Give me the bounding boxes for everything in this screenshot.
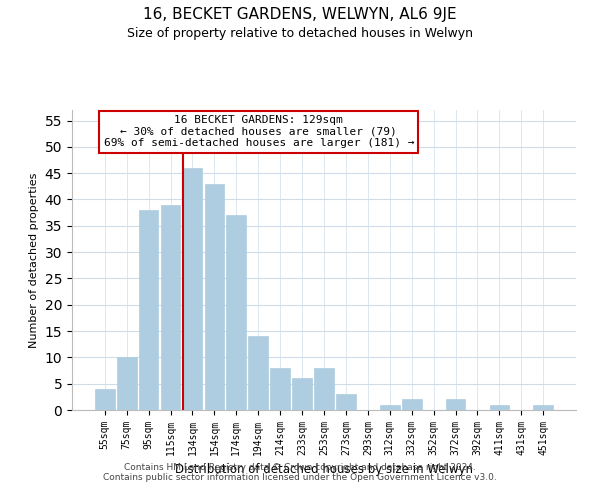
Text: 16 BECKET GARDENS: 129sqm
← 30% of detached houses are smaller (79)
69% of semi-: 16 BECKET GARDENS: 129sqm ← 30% of detac… — [104, 116, 414, 148]
X-axis label: Distribution of detached houses by size in Welwyn: Distribution of detached houses by size … — [175, 464, 473, 476]
Bar — [161, 204, 181, 410]
Bar — [205, 184, 224, 410]
Bar — [380, 404, 400, 410]
Bar — [336, 394, 356, 410]
Y-axis label: Number of detached properties: Number of detached properties — [29, 172, 39, 348]
Bar — [117, 358, 137, 410]
Text: Size of property relative to detached houses in Welwyn: Size of property relative to detached ho… — [127, 28, 473, 40]
Text: Contains HM Land Registry data © Crown copyright and database right 2024.
Contai: Contains HM Land Registry data © Crown c… — [103, 463, 497, 482]
Bar — [533, 404, 553, 410]
Bar — [248, 336, 268, 410]
Bar — [490, 404, 509, 410]
Bar — [182, 168, 202, 410]
Bar — [270, 368, 290, 410]
Text: 16, BECKET GARDENS, WELWYN, AL6 9JE: 16, BECKET GARDENS, WELWYN, AL6 9JE — [143, 8, 457, 22]
Bar — [402, 400, 422, 410]
Bar — [95, 389, 115, 410]
Bar — [139, 210, 158, 410]
Bar — [226, 216, 246, 410]
Bar — [314, 368, 334, 410]
Bar — [292, 378, 312, 410]
Bar — [446, 400, 466, 410]
